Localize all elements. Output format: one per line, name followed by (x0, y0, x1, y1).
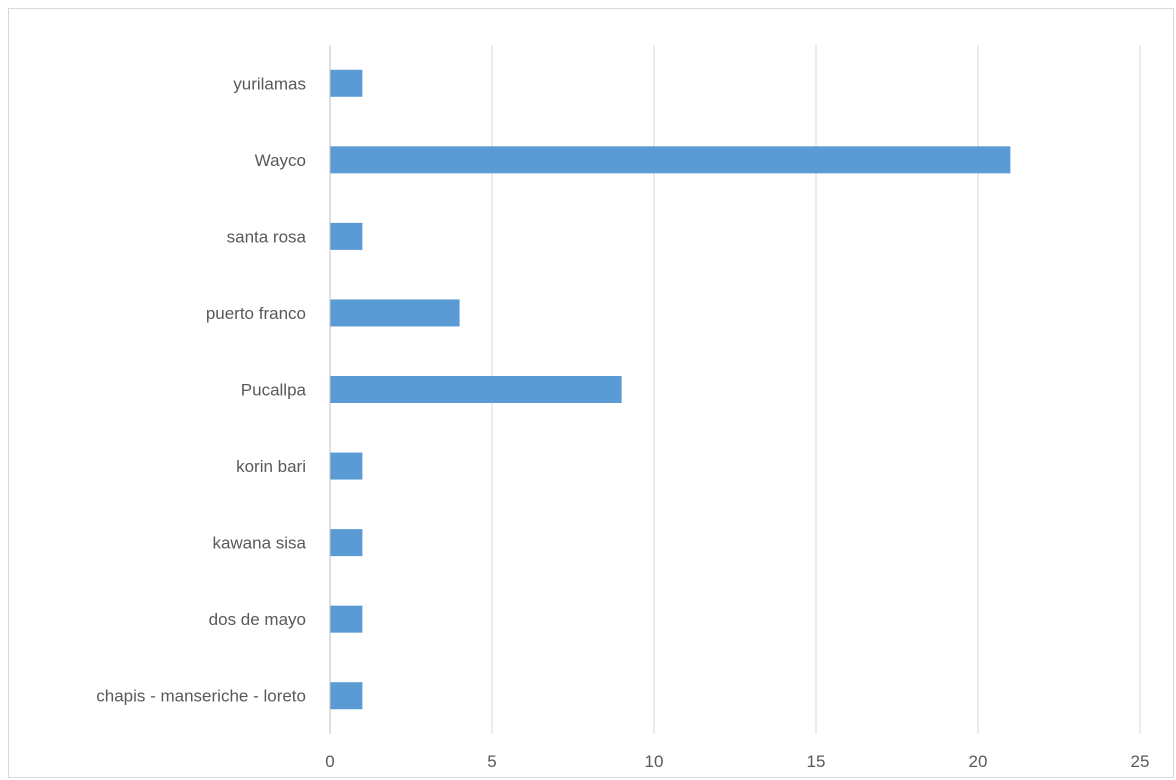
x-tick-label: 25 (1131, 752, 1150, 771)
bar-7 (330, 605, 363, 633)
category-label: chapis - manseriche - loreto (96, 687, 306, 706)
category-labels: yurilamas Wayco santa rosa puerto franco Puc… (96, 74, 306, 705)
category-label: korin bari (236, 457, 306, 476)
value-tick-labels: 0 5 10 15 20 25 (325, 752, 1149, 771)
bar-3 (330, 299, 460, 327)
bar-2 (330, 222, 363, 250)
x-tick-label: 10 (645, 752, 664, 771)
category-label: dos de mayo (209, 610, 306, 629)
bar-4 (330, 376, 622, 403)
category-label: Pucallpa (241, 381, 307, 400)
bar-6 (330, 529, 363, 557)
category-label: yurilamas (233, 74, 306, 93)
bar-0 (330, 69, 363, 97)
x-tick-label: 0 (325, 752, 334, 771)
x-tick-label: 20 (969, 752, 988, 771)
category-label: puerto franco (206, 304, 306, 323)
x-tick-label: 15 (807, 752, 826, 771)
x-tick-label: 5 (487, 752, 496, 771)
category-label: Wayco (255, 151, 306, 170)
category-label: santa rosa (227, 227, 307, 246)
bars (330, 69, 1011, 710)
bar-5 (330, 452, 363, 480)
category-label: kawana sisa (212, 534, 306, 553)
bar-1 (330, 146, 1011, 174)
bar-8 (330, 682, 363, 710)
